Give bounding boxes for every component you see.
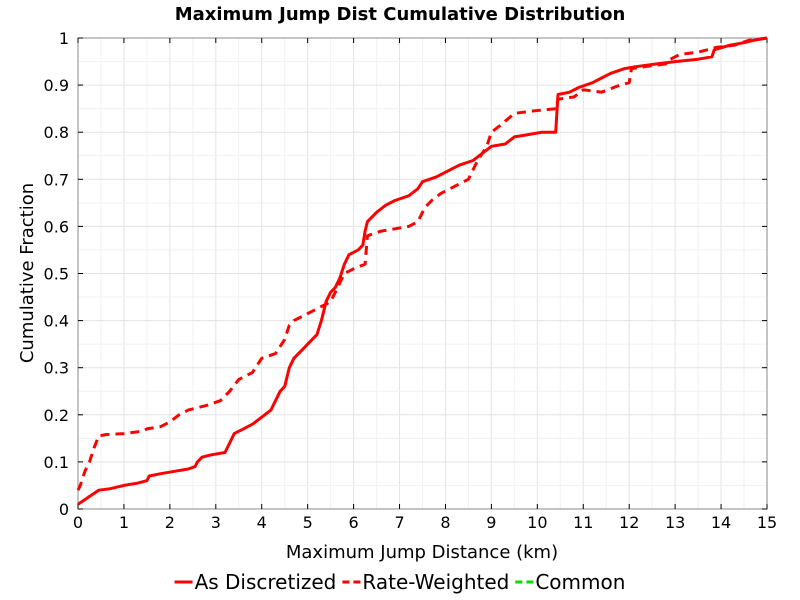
series-line-as-discretized <box>77 36 768 506</box>
y-tick-label: 0.1 <box>44 453 69 472</box>
x-tick-label: 11 <box>573 513 593 532</box>
x-tick-label: 14 <box>711 513 731 532</box>
y-tick-label: 0.3 <box>44 359 69 378</box>
x-tick-label: 9 <box>486 513 496 532</box>
x-tick-label: 15 <box>757 513 777 532</box>
grid-lines <box>77 37 768 510</box>
legend-label: As Discretized <box>195 570 337 594</box>
y-tick-label: 0 <box>59 500 69 519</box>
y-tick-label: 0.6 <box>44 217 69 236</box>
axis-ticks: 0 1 2 3 4 5 6 7 8 9 10 11 12 13 14 1500.10.20.30.40.50.… <box>44 29 778 532</box>
x-tick-label: 3 <box>211 513 221 532</box>
x-tick-label: 12 <box>619 513 639 532</box>
x-axis-title: Maximum Jump Distance (km) <box>286 542 558 563</box>
x-tick-label: 13 <box>665 513 685 532</box>
y-tick-label: 0.9 <box>44 76 69 95</box>
x-tick-label: 0 <box>73 513 83 532</box>
legend-label: Common <box>535 570 625 594</box>
y-tick-label: 0.2 <box>44 406 69 425</box>
x-tick-label: 8 <box>440 513 450 532</box>
series-lines <box>76 36 768 506</box>
y-tick-label: 0.7 <box>44 170 69 189</box>
x-tick-label: 4 <box>257 513 267 532</box>
y-tick-label: 0.4 <box>44 312 69 331</box>
x-tick-label: 5 <box>303 513 313 532</box>
x-tick-label: 7 <box>394 513 404 532</box>
x-tick-label: 6 <box>349 513 359 532</box>
chart-title: Maximum Jump Dist Cumulative Distributio… <box>175 4 626 25</box>
y-axis-title: Cumulative Fraction <box>17 183 38 363</box>
series-line-rate-weighted <box>76 36 768 491</box>
y-tick-label: 1 <box>59 29 69 48</box>
legend: As Discretized Rate-Weighted Common <box>174 570 625 594</box>
y-tick-label: 0.5 <box>44 265 69 284</box>
x-tick-label: 2 <box>165 513 175 532</box>
legend-label: Rate-Weighted <box>362 570 509 594</box>
y-tick-label: 0.8 <box>44 123 69 142</box>
x-tick-label: 1 <box>119 513 129 532</box>
x-tick-label: 10 <box>527 513 547 532</box>
